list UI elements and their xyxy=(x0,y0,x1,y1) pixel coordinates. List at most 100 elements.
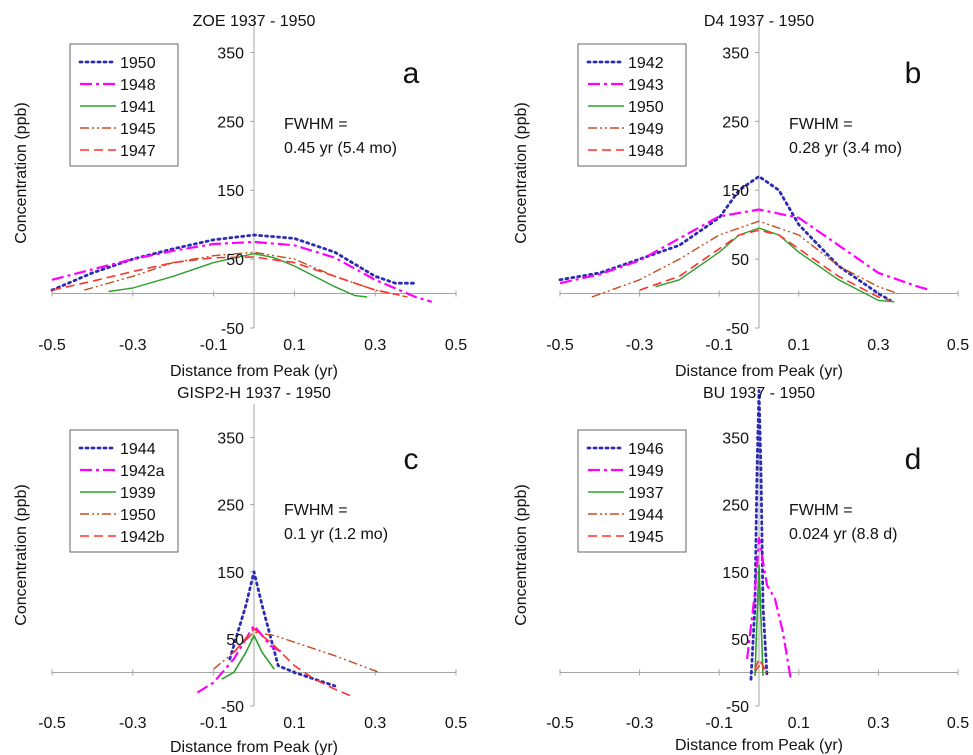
y-tick-label: 150 xyxy=(217,183,244,200)
x-axis-label: Distance from Peak (yr) xyxy=(675,737,843,754)
x-axis-label: Distance from Peak (yr) xyxy=(170,739,338,755)
chart-title: ZOE 1937 - 1950 xyxy=(193,13,316,30)
legend-label: 1950 xyxy=(120,55,156,72)
y-tick-label: 250 xyxy=(217,114,244,131)
series-line-1943 xyxy=(559,208,931,292)
x-tick-label: -0.3 xyxy=(626,337,654,354)
y-tick-label: -50 xyxy=(726,321,749,338)
legend-label: 1944 xyxy=(628,507,664,524)
chart-title: D4 1937 - 1950 xyxy=(704,13,814,30)
x-tick-label: 0.3 xyxy=(364,337,386,354)
y-tick-label: 50 xyxy=(731,632,749,649)
series-line-1948 xyxy=(639,229,891,302)
x-tick-label: -0.5 xyxy=(546,337,574,354)
x-tick-label: -0.5 xyxy=(546,715,574,732)
chart-panel-a: 350 250 150 50 -50 -0.5 -0.3 -0.1 0.1 0.3 0.5 ZOE 1… xyxy=(13,13,467,380)
fwhm-annotation: 0.28 yr (3.4 mo) xyxy=(789,140,902,157)
series-line-1946 xyxy=(749,389,769,681)
x-tick-label: 0.3 xyxy=(867,715,889,732)
legend-label: 1947 xyxy=(120,143,156,160)
panel-letter: b xyxy=(905,57,922,90)
chart-panel-d: 350 250 150 50 -50 -0.5 -0.3 -0.1 0.1 0.3 0.5 BU 19… xyxy=(513,385,969,754)
series-line-1942 xyxy=(558,175,892,302)
y-tick-label: 50 xyxy=(226,252,244,269)
x-tick-label: -0.1 xyxy=(705,337,733,354)
legend-label: 1945 xyxy=(120,121,156,138)
series-line-1947 xyxy=(51,256,400,296)
fwhm-annotation: FWHM = xyxy=(284,116,348,133)
fwhm-annotation: FWHM = xyxy=(284,502,348,519)
panel-letter: a xyxy=(403,57,420,90)
legend-label: 1942a xyxy=(120,463,165,480)
y-tick-label: 50 xyxy=(731,252,749,269)
legend-label: 1950 xyxy=(628,99,664,116)
y-tick-label: 150 xyxy=(217,565,244,582)
fwhm-annotation: FWHM = xyxy=(789,116,853,133)
y-tick-label: 350 xyxy=(722,45,749,62)
y-axis-label: Concentration (ppb) xyxy=(13,102,30,243)
fwhm-annotation: FWHM = xyxy=(789,502,853,519)
legend-label: 1948 xyxy=(628,143,664,160)
y-tick-label: 50 xyxy=(226,632,244,649)
legend-box xyxy=(577,429,687,553)
x-tick-label: -0.3 xyxy=(119,337,147,354)
legend-label: 1945 xyxy=(628,529,664,546)
y-axis-label: Concentration (ppb) xyxy=(513,102,530,243)
panel-letter: c xyxy=(404,443,419,476)
panel-letter: d xyxy=(905,443,922,476)
x-tick-label: -0.3 xyxy=(626,715,654,732)
legend-label: 1944 xyxy=(120,441,156,458)
series-line-1939 xyxy=(221,634,275,680)
chart-title: GISP2-H 1937 - 1950 xyxy=(177,385,331,402)
x-tick-label: 0.1 xyxy=(788,337,810,354)
legend-label: 1942b xyxy=(120,529,165,546)
x-tick-label: -0.5 xyxy=(38,337,66,354)
series-line-1950 xyxy=(655,227,895,303)
series-line-1949 xyxy=(746,537,792,680)
y-tick-label: 250 xyxy=(217,498,244,515)
x-tick-label: 0.1 xyxy=(283,715,305,732)
y-tick-label: -50 xyxy=(221,699,244,716)
fwhm-annotation: 0.45 yr (5.4 mo) xyxy=(284,140,397,157)
y-tick-label: 250 xyxy=(722,114,749,131)
x-tick-label: -0.1 xyxy=(200,337,228,354)
series-line-1950 xyxy=(50,233,417,292)
legend-label: 1939 xyxy=(120,485,156,502)
x-tick-label: -0.1 xyxy=(705,715,733,732)
x-tick-label: 0.1 xyxy=(788,715,810,732)
y-tick-label: 150 xyxy=(722,565,749,582)
y-tick-label: -50 xyxy=(726,699,749,716)
legend-label: 1942 xyxy=(628,55,664,72)
fwhm-annotation: 0.1 yr (1.2 mo) xyxy=(284,526,388,543)
series-line-1949 xyxy=(591,220,899,298)
legend-label: 1949 xyxy=(628,121,664,138)
x-tick-label: 0.3 xyxy=(364,715,386,732)
legend-label: 1937 xyxy=(628,485,664,502)
series-line-1944 xyxy=(228,570,337,688)
x-tick-label: 0.5 xyxy=(947,715,969,732)
x-tick-label: 0.5 xyxy=(445,715,467,732)
x-tick-label: -0.5 xyxy=(38,715,66,732)
series-line-1937 xyxy=(754,564,764,676)
x-tick-label: -0.1 xyxy=(200,715,228,732)
legend-label: 1950 xyxy=(120,507,156,524)
legend-label: 1946 xyxy=(628,441,664,458)
y-axis-label: Concentration (ppb) xyxy=(13,484,30,625)
y-tick-label: 250 xyxy=(722,498,749,515)
legend-label: 1941 xyxy=(120,99,156,116)
x-tick-label: 0.5 xyxy=(947,337,969,354)
y-tick-label: 350 xyxy=(722,431,749,448)
legend-label: 1943 xyxy=(628,77,664,94)
x-tick-label: 0.3 xyxy=(867,337,889,354)
chart-panel-b: 350 250 150 50 -50 -0.5 -0.3 -0.1 0.1 0.3 0.5 D4 19… xyxy=(513,13,969,380)
x-axis-label: Distance from Peak (yr) xyxy=(170,363,338,380)
series-line-1944 xyxy=(754,665,768,673)
x-tick-label: -0.3 xyxy=(119,715,147,732)
y-tick-label: 150 xyxy=(722,183,749,200)
series-line-1945 xyxy=(84,251,408,298)
series-line-1948 xyxy=(51,240,433,303)
legend-box xyxy=(69,429,179,553)
series-line-1945 xyxy=(754,658,768,673)
fwhm-annotation: 0.024 yr (8.8 d) xyxy=(789,526,898,543)
legend-box xyxy=(577,43,687,167)
